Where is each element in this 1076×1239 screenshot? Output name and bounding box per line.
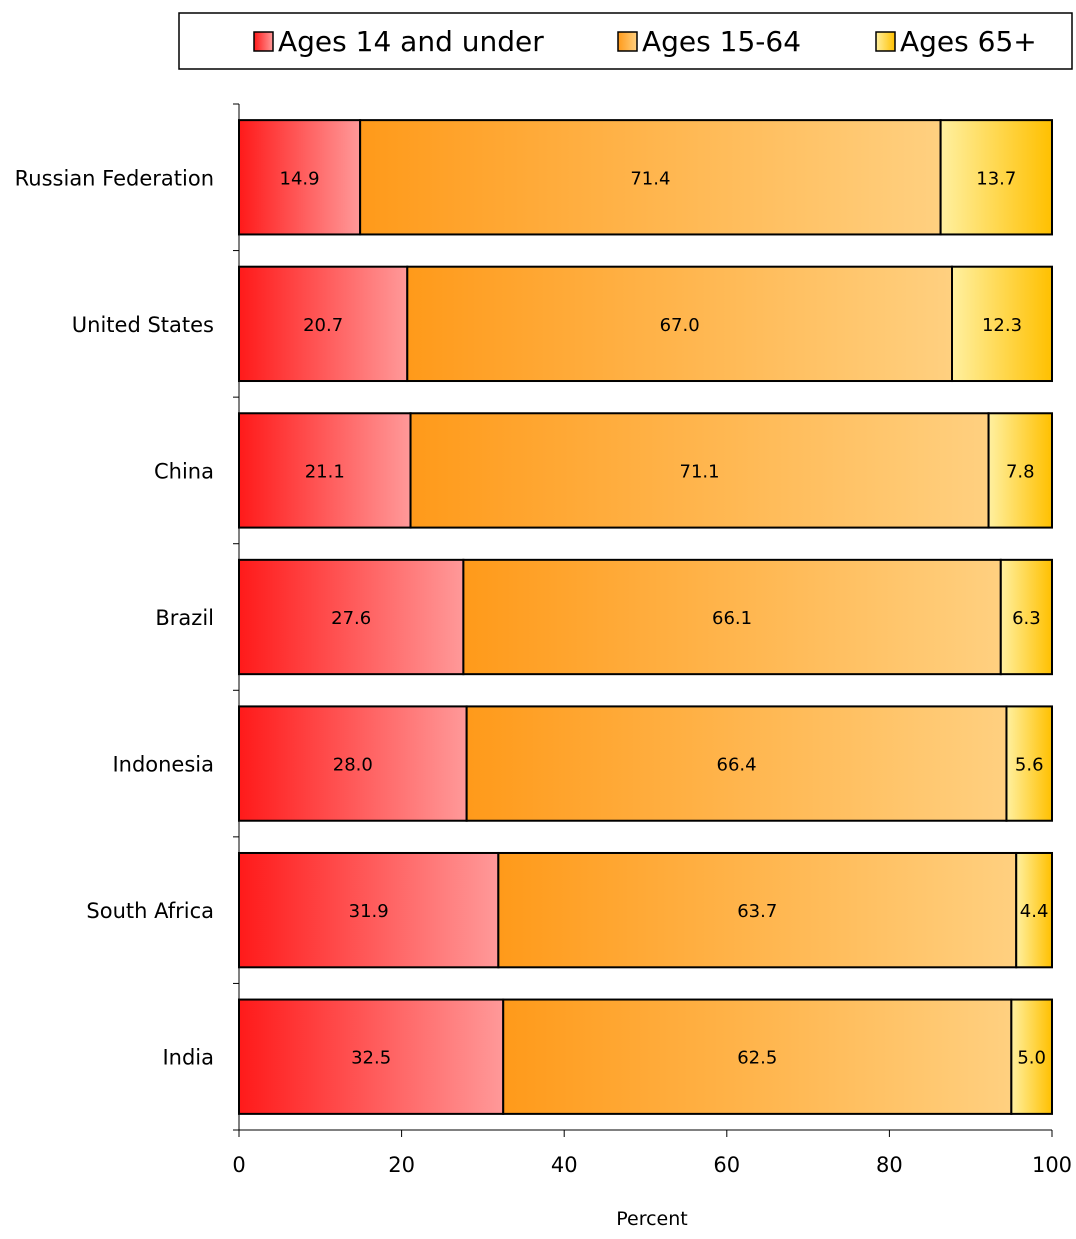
category-label: China: [154, 459, 214, 483]
data-label: 66.4: [717, 755, 757, 776]
legend-label: Ages 65+: [900, 25, 1037, 58]
x-tick-label: 100: [1032, 1153, 1072, 1177]
bar-segment: [987, 412, 1053, 529]
bar-segment: [238, 119, 362, 236]
data-label: 31.9: [349, 901, 389, 922]
data-label: 67.0: [660, 315, 700, 336]
data-label: 27.6: [331, 608, 371, 629]
legend-swatch: [875, 31, 896, 52]
bar-segment: [238, 998, 505, 1115]
x-tick-label: 60: [713, 1153, 740, 1177]
bar-segment: [238, 851, 500, 969]
legend-label: Ages 15-64: [642, 25, 801, 58]
bar-segment: [999, 558, 1054, 676]
category-label: South Africa: [86, 899, 214, 923]
data-label: 63.7: [737, 901, 777, 922]
bar-segment: [465, 705, 1008, 822]
legend-swatch: [253, 31, 274, 52]
data-label: 14.9: [280, 168, 320, 189]
x-axis-title: Percent: [616, 1208, 688, 1230]
bar-segment: [409, 412, 990, 529]
x-tick-label: 40: [551, 1153, 578, 1177]
bar-segment: [1015, 851, 1054, 969]
category-label: United States: [72, 313, 214, 337]
category-label: Indonesia: [112, 753, 214, 777]
category-label: Russian Federation: [15, 166, 214, 190]
bars: [238, 119, 1054, 1115]
bar-segment: [939, 119, 1054, 236]
bar-segment: [951, 265, 1053, 383]
bar-segment: [238, 265, 409, 383]
bar-segment: [1010, 998, 1053, 1115]
data-label: 4.4: [1020, 901, 1049, 922]
bar-segment: [238, 558, 465, 676]
legend: Ages 14 and under Ages 15-64 Ages 65+: [178, 12, 1073, 70]
data-label: 6.3: [1012, 608, 1041, 629]
data-label: 20.7: [303, 315, 343, 336]
bar-segment: [406, 265, 954, 383]
bar-segment: [238, 412, 412, 529]
category-label: Brazil: [155, 606, 214, 630]
bar-segment: [462, 558, 1002, 676]
x-tick-label: 20: [388, 1153, 415, 1177]
category-label: India: [162, 1046, 214, 1070]
data-label: 21.1: [305, 461, 345, 482]
bar-segment: [238, 705, 468, 822]
data-label: 32.5: [351, 1048, 391, 1069]
bar-segment: [497, 851, 1018, 969]
data-label: 5.0: [1017, 1048, 1046, 1069]
legend-swatch: [617, 31, 638, 52]
bar-segment: [1005, 705, 1053, 822]
data-label: 7.8: [1006, 461, 1035, 482]
data-label: 62.5: [737, 1048, 777, 1069]
data-label: 28.0: [333, 755, 373, 776]
data-label: 71.1: [680, 461, 720, 482]
bar-segment: [502, 998, 1013, 1115]
data-label: 5.6: [1015, 755, 1044, 776]
labels: Russian Federation 14.9 71.4 13.7 United Sta…: [15, 166, 1049, 1069]
data-label: 66.1: [712, 608, 752, 629]
data-label: 71.4: [630, 168, 670, 189]
data-label: 13.7: [976, 168, 1016, 189]
x-tick-label: 0: [232, 1153, 245, 1177]
legend-label: Ages 14 and under: [278, 25, 544, 58]
data-label: 12.3: [982, 315, 1022, 336]
x-tick-label: 80: [876, 1153, 903, 1177]
